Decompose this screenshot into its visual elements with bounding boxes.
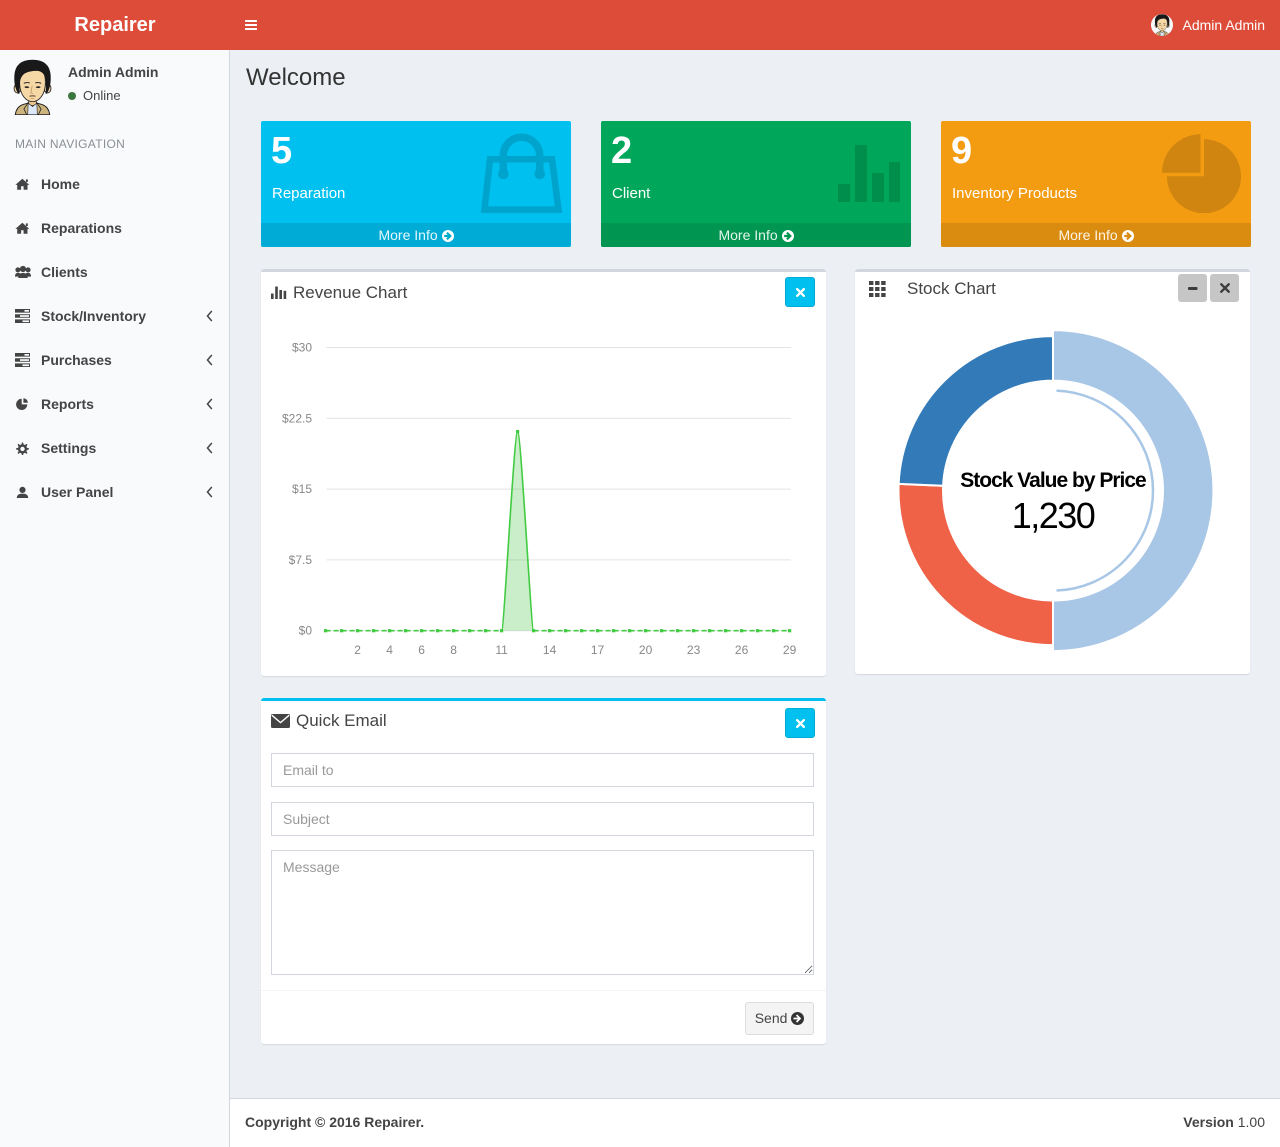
svg-text:4: 4 (386, 643, 393, 657)
svg-text:23: 23 (687, 643, 701, 657)
svg-text:$22.5: $22.5 (282, 411, 312, 425)
svg-text:$7.5: $7.5 (289, 553, 313, 567)
svg-text:$0: $0 (299, 624, 313, 638)
svg-text:14: 14 (543, 643, 557, 657)
svg-text:17: 17 (591, 643, 605, 657)
svg-text:8: 8 (450, 643, 457, 657)
svg-text:20: 20 (639, 643, 653, 657)
svg-text:1,230: 1,230 (1012, 495, 1095, 536)
svg-text:29: 29 (783, 643, 797, 657)
svg-text:26: 26 (735, 643, 749, 657)
svg-text:11: 11 (495, 643, 508, 657)
svg-text:$15: $15 (292, 482, 312, 496)
svg-text:$30: $30 (292, 341, 312, 355)
svg-text:6: 6 (418, 643, 425, 657)
svg-text:Stock Value by Price: Stock Value by Price (960, 469, 1146, 492)
svg-text:2: 2 (354, 643, 361, 657)
